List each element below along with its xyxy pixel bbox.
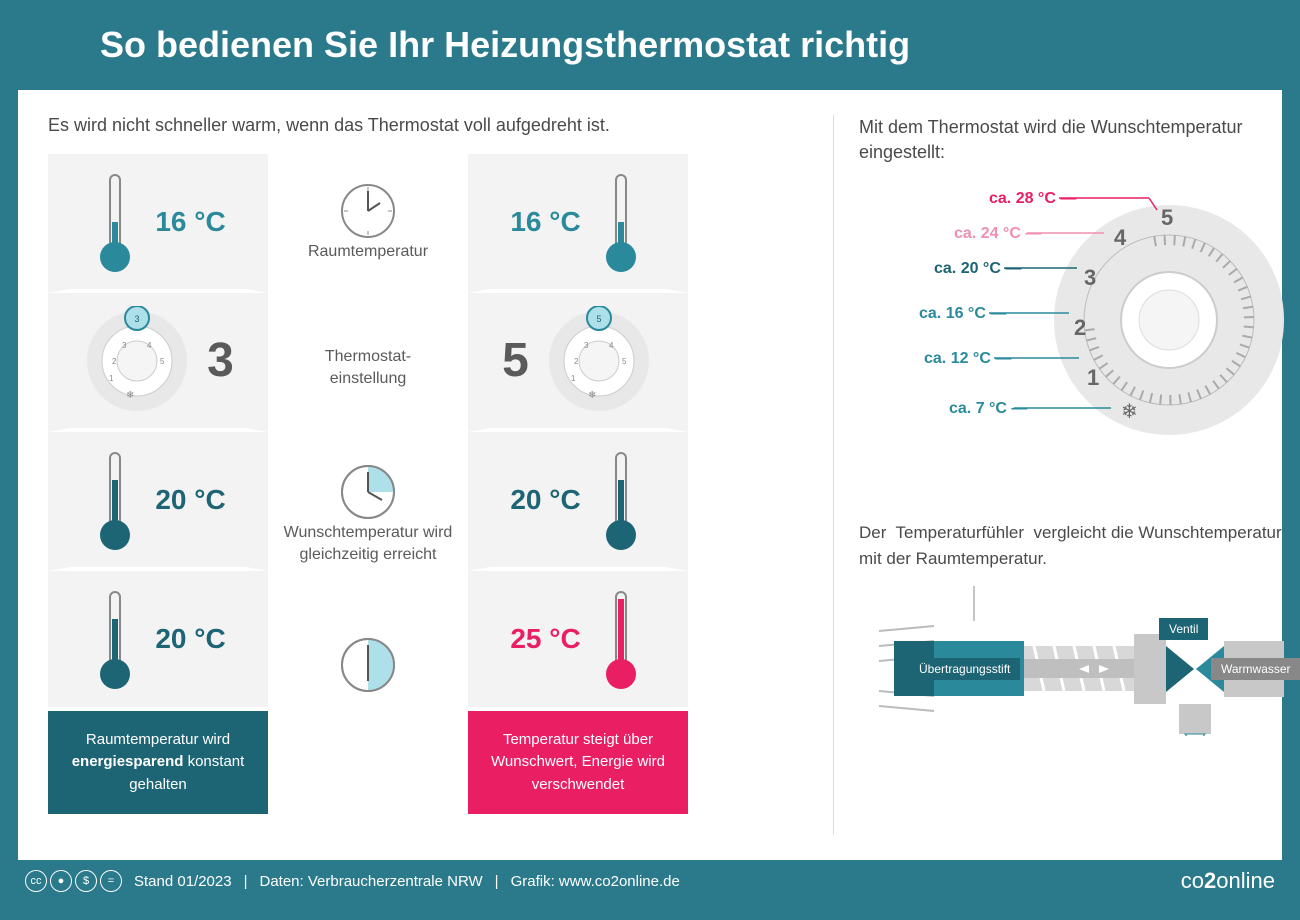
step-dial: 3 1 2 3 4 5 ❄ 3	[48, 293, 268, 428]
middle-step-3: Wunschtemperatur wird gleichzeitig errei…	[278, 446, 458, 592]
svg-text:2: 2	[1074, 315, 1086, 340]
thermometer-icon	[90, 584, 140, 694]
cc-icons: cc ● $ =	[25, 870, 122, 892]
middle-step-4	[338, 592, 398, 738]
dial-setting: 5	[502, 333, 529, 388]
svg-text:4: 4	[1114, 225, 1127, 250]
result-box-b: Temperatur steigt über Wunschwert, Energ…	[468, 711, 688, 815]
dial-temp-label: ca. 12 °C ―	[924, 350, 1011, 368]
dial-temp-label: ca. 16 °C ―	[919, 305, 1006, 323]
water-label: Warmwasser	[1211, 658, 1300, 680]
footer: cc ● $ = Stand 01/2023 | Daten: Verbrauc…	[0, 860, 1300, 902]
middle-step-1: Raumtemperatur	[308, 154, 428, 300]
thermometer-icon	[90, 167, 140, 277]
footer-graphic: Grafik: www.co2online.de	[511, 873, 680, 890]
svg-text:❄: ❄	[588, 390, 596, 401]
dial-diagram: 5 4 3 2 1 ❄ ca. 28 °C ― ca. 24 °C ― ca. 20…	[859, 190, 1289, 470]
right-section: Mit dem Thermostat wird die Wunschtemper…	[833, 115, 1289, 835]
step-temp-1: 16 °C	[48, 154, 268, 289]
footer-left: cc ● $ = Stand 01/2023 | Daten: Verbrauc…	[25, 870, 680, 892]
footer-sep: |	[244, 873, 248, 890]
step-temp-3: 20 °C	[48, 571, 268, 706]
by-icon: ●	[50, 870, 72, 892]
pin-label: Übertragungsstift	[909, 658, 1020, 680]
footer-date: Stand 01/2023	[134, 873, 232, 890]
valve-label: Ventil	[1159, 618, 1208, 640]
svg-text:3: 3	[584, 341, 589, 350]
step-temp-2: 20 °C	[468, 432, 688, 567]
middle-label: Thermostat-einstellung	[325, 346, 411, 391]
middle-label: Wunschtemperatur wird gleichzeitig errei…	[278, 522, 458, 567]
svg-text:4: 4	[147, 341, 152, 350]
step-dial: 5 5 1 2 3 4 5 ❄	[468, 293, 688, 428]
footer-sep: |	[495, 873, 499, 890]
page-title: So bedienen Sie Ihr Heizungsthermostat r…	[100, 24, 910, 66]
column-setting-3: 16 °C 3 1 2 3 4 5 ❄	[48, 154, 268, 814]
step-temp-1: 16 °C	[468, 154, 688, 289]
clock-icon	[338, 181, 398, 241]
left-section: Es wird nicht schneller warm, wenn das T…	[48, 115, 808, 835]
footer-source: Daten: Verbraucherzentrale NRW	[260, 873, 483, 890]
svg-text:5: 5	[622, 357, 627, 366]
thermometer-icon	[596, 584, 646, 694]
comparison-grid: 16 °C 3 1 2 3 4 5 ❄	[48, 154, 808, 814]
temp-label: 16 °C	[155, 206, 225, 238]
thermostat-dial-icon: 3 1 2 3 4 5 ❄	[82, 306, 192, 416]
clock-icon	[338, 462, 398, 522]
temp-label: 20 °C	[155, 623, 225, 655]
svg-text:1: 1	[1087, 365, 1099, 390]
footer-logo: co2online	[1181, 868, 1275, 894]
result-box-a: Raumtemperatur wird energiesparend konst…	[48, 711, 268, 815]
middle-column: Raumtemperatur Thermostat-einstellung Wu…	[268, 154, 468, 814]
svg-text:1: 1	[109, 374, 114, 383]
dial-setting: 3	[207, 333, 234, 388]
temp-label: 20 °C	[155, 484, 225, 516]
large-dial-svg: 5 4 3 2 1 ❄	[859, 190, 1289, 460]
step-temp-3: 25 °C	[468, 571, 688, 706]
dial-temp-label: ca. 24 °C ―	[954, 225, 1041, 243]
valve-diagram: Übertragungsstift Ventil Warmwasser	[859, 586, 1289, 736]
thermometer-icon	[596, 445, 646, 555]
right-intro: Mit dem Thermostat wird die Wunschtemper…	[859, 115, 1289, 165]
svg-text:2: 2	[574, 357, 579, 366]
thermometer-icon	[596, 167, 646, 277]
middle-step-2: Thermostat-einstellung	[325, 300, 411, 446]
column-setting-5: 16 °C 5 5 1	[468, 154, 688, 814]
svg-text:3: 3	[135, 314, 140, 324]
svg-text:4: 4	[609, 341, 614, 350]
svg-text:3: 3	[1084, 265, 1096, 290]
svg-text:❄: ❄	[1121, 401, 1138, 423]
svg-text:5: 5	[160, 357, 165, 366]
content: Es wird nicht schneller warm, wenn das T…	[18, 90, 1282, 860]
dial-temp-label: ca. 20 °C ―	[934, 260, 1021, 278]
svg-text:1: 1	[571, 374, 576, 383]
clock-icon	[338, 635, 398, 695]
svg-text:5: 5	[1161, 205, 1173, 230]
svg-text:3: 3	[122, 341, 127, 350]
svg-text:5: 5	[596, 314, 601, 324]
middle-label: Raumtemperatur	[308, 241, 428, 263]
thermometer-icon	[90, 445, 140, 555]
dial-temp-label: ca. 7 °C ―	[949, 400, 1027, 418]
svg-text:❄: ❄	[126, 390, 134, 401]
cc-icon: cc	[25, 870, 47, 892]
thermostat-dial-icon: 5 1 2 3 4 5 ❄	[544, 306, 654, 416]
nd-icon: =	[100, 870, 122, 892]
dial-temp-label: ca. 28 °C ―	[989, 190, 1076, 208]
left-intro: Es wird nicht schneller warm, wenn das T…	[48, 115, 808, 136]
svg-text:2: 2	[112, 357, 117, 366]
sensor-text: Der Temperaturfühler vergleicht die Wuns…	[859, 520, 1289, 571]
nc-icon: $	[75, 870, 97, 892]
temp-label: 25 °C	[510, 623, 580, 655]
step-temp-2: 20 °C	[48, 432, 268, 567]
header: So bedienen Sie Ihr Heizungsthermostat r…	[0, 0, 1300, 90]
temp-label: 20 °C	[510, 484, 580, 516]
temp-label: 16 °C	[510, 206, 580, 238]
